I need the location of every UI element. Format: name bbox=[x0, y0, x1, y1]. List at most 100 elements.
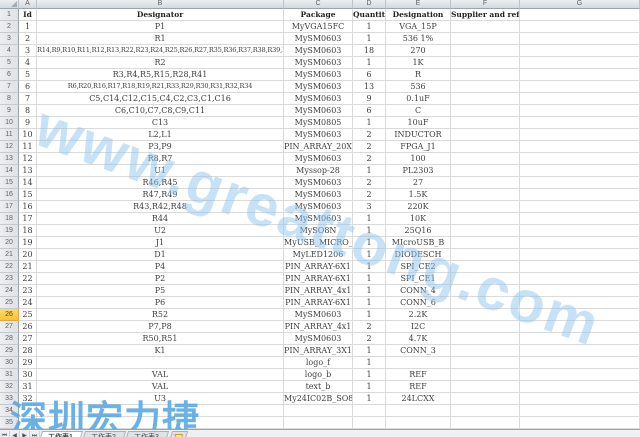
data-cell[interactable]: P4 bbox=[37, 261, 284, 273]
data-cell[interactable]: 25Q16 bbox=[386, 225, 451, 237]
data-cell[interactable] bbox=[520, 261, 640, 273]
data-cell[interactable] bbox=[451, 261, 520, 273]
data-cell[interactable]: MySO8N bbox=[284, 225, 353, 237]
data-cell[interactable]: 1 bbox=[353, 213, 386, 225]
row-header-7[interactable]: 7 bbox=[0, 81, 19, 93]
column-header-e[interactable]: E bbox=[386, 0, 451, 9]
row-header-25[interactable]: 25 bbox=[0, 297, 19, 309]
row-header-11[interactable]: 11 bbox=[0, 129, 19, 141]
data-cell[interactable]: R44 bbox=[37, 213, 284, 225]
data-cell[interactable] bbox=[451, 321, 520, 333]
sheet-tab-3[interactable]: 工作表3 bbox=[123, 431, 169, 437]
data-cell[interactable]: 22 bbox=[19, 273, 37, 285]
data-cell[interactable]: INDUCTOR bbox=[386, 129, 451, 141]
data-cell[interactable] bbox=[520, 333, 640, 345]
data-cell[interactable]: PIN_ARRAY_4x1 bbox=[284, 285, 353, 297]
data-cell[interactable]: 18 bbox=[19, 225, 37, 237]
data-cell[interactable] bbox=[520, 93, 640, 105]
row-header-35[interactable]: 35 bbox=[0, 417, 19, 429]
data-cell[interactable]: MySM0603 bbox=[284, 309, 353, 321]
row-header-15[interactable]: 15 bbox=[0, 177, 19, 189]
data-cell[interactable]: MyUSB_MICRO_B bbox=[284, 237, 353, 249]
data-cell[interactable]: MySM0603 bbox=[284, 201, 353, 213]
data-cell[interactable]: MyLED1206 bbox=[284, 249, 353, 261]
data-cell[interactable]: R3,R4,R5,R15,R28,R41 bbox=[37, 69, 284, 81]
data-cell[interactable]: 7 bbox=[19, 93, 37, 105]
data-cell[interactable]: MySM0603 bbox=[284, 33, 353, 45]
data-cell[interactable]: 1K bbox=[386, 57, 451, 69]
data-cell[interactable]: MySM0603 bbox=[284, 189, 353, 201]
data-cell[interactable]: PIN_ARRAY-6X1 bbox=[284, 297, 353, 309]
data-cell[interactable]: 2 bbox=[353, 141, 386, 153]
data-cell[interactable] bbox=[451, 153, 520, 165]
data-cell[interactable]: R50,R51 bbox=[37, 333, 284, 345]
empty-cell[interactable] bbox=[451, 417, 520, 429]
data-cell[interactable]: MySM0603 bbox=[284, 69, 353, 81]
data-cell[interactable]: text_b bbox=[284, 381, 353, 393]
data-cell[interactable]: P1 bbox=[37, 21, 284, 33]
data-cell[interactable]: MySM0603 bbox=[284, 105, 353, 117]
data-cell[interactable]: MySM0805 bbox=[284, 117, 353, 129]
data-cell[interactable] bbox=[451, 129, 520, 141]
data-cell[interactable] bbox=[520, 381, 640, 393]
data-cell[interactable]: 1.5K bbox=[386, 189, 451, 201]
prev-sheet-icon[interactable]: ◀ bbox=[10, 431, 20, 437]
data-cell[interactable]: PIN_ARRAY_4x1 bbox=[284, 321, 353, 333]
data-cell[interactable] bbox=[451, 177, 520, 189]
data-cell[interactable]: R bbox=[386, 69, 451, 81]
data-cell[interactable]: PL2303 bbox=[386, 165, 451, 177]
data-cell[interactable] bbox=[451, 333, 520, 345]
data-cell[interactable] bbox=[520, 105, 640, 117]
data-cell[interactable]: 6 bbox=[353, 105, 386, 117]
column-header-d[interactable]: D bbox=[353, 0, 386, 9]
data-cell[interactable]: C6,C10,C7,C8,C9,C11 bbox=[37, 105, 284, 117]
data-cell[interactable]: 3 bbox=[19, 45, 37, 57]
data-cell[interactable]: 1 bbox=[353, 117, 386, 129]
data-cell[interactable]: 30 bbox=[19, 369, 37, 381]
data-cell[interactable]: 29 bbox=[19, 357, 37, 369]
row-header-27[interactable]: 27 bbox=[0, 321, 19, 333]
data-cell[interactable]: 1 bbox=[353, 261, 386, 273]
data-cell[interactable] bbox=[451, 189, 520, 201]
data-cell[interactable]: 1 bbox=[353, 225, 386, 237]
data-cell[interactable]: 5 bbox=[19, 69, 37, 81]
data-cell[interactable]: 23 bbox=[19, 285, 37, 297]
data-cell[interactable]: CONN_3 bbox=[386, 345, 451, 357]
data-cell[interactable] bbox=[451, 81, 520, 93]
data-cell[interactable]: 24 bbox=[19, 297, 37, 309]
data-cell[interactable]: R43,R42,R48 bbox=[37, 201, 284, 213]
data-cell[interactable]: MySM0603 bbox=[284, 129, 353, 141]
data-cell[interactable]: 8 bbox=[19, 105, 37, 117]
row-header-2[interactable]: 2 bbox=[0, 21, 19, 33]
row-header-8[interactable]: 8 bbox=[0, 93, 19, 105]
data-cell[interactable]: 100 bbox=[386, 153, 451, 165]
data-cell[interactable]: 14 bbox=[19, 177, 37, 189]
data-cell[interactable] bbox=[520, 81, 640, 93]
data-cell[interactable] bbox=[451, 297, 520, 309]
data-cell[interactable]: MySM0603 bbox=[284, 57, 353, 69]
data-cell[interactable]: 2 bbox=[19, 33, 37, 45]
data-cell[interactable] bbox=[520, 369, 640, 381]
header-cell[interactable]: Quantity bbox=[353, 9, 386, 21]
data-cell[interactable]: PIN_ARRAY-6X1 bbox=[284, 261, 353, 273]
data-cell[interactable]: FPGA_J1 bbox=[386, 141, 451, 153]
row-header-4[interactable]: 4 bbox=[0, 45, 19, 57]
row-header-32[interactable]: 32 bbox=[0, 381, 19, 393]
data-cell[interactable] bbox=[451, 357, 520, 369]
data-cell[interactable]: CONN_4 bbox=[386, 285, 451, 297]
data-cell[interactable]: 25 bbox=[19, 309, 37, 321]
data-cell[interactable]: 9 bbox=[19, 117, 37, 129]
empty-cell[interactable] bbox=[386, 417, 451, 429]
data-cell[interactable]: 2 bbox=[353, 321, 386, 333]
data-cell[interactable] bbox=[451, 69, 520, 81]
column-header-a[interactable]: A bbox=[19, 0, 37, 9]
row-header-16[interactable]: 16 bbox=[0, 189, 19, 201]
data-cell[interactable] bbox=[451, 105, 520, 117]
data-cell[interactable]: 1 bbox=[353, 309, 386, 321]
data-cell[interactable]: 536 bbox=[386, 81, 451, 93]
data-cell[interactable]: 1 bbox=[353, 237, 386, 249]
data-cell[interactable]: 2 bbox=[353, 129, 386, 141]
data-cell[interactable]: 19 bbox=[19, 237, 37, 249]
data-cell[interactable] bbox=[451, 117, 520, 129]
data-cell[interactable] bbox=[520, 357, 640, 369]
